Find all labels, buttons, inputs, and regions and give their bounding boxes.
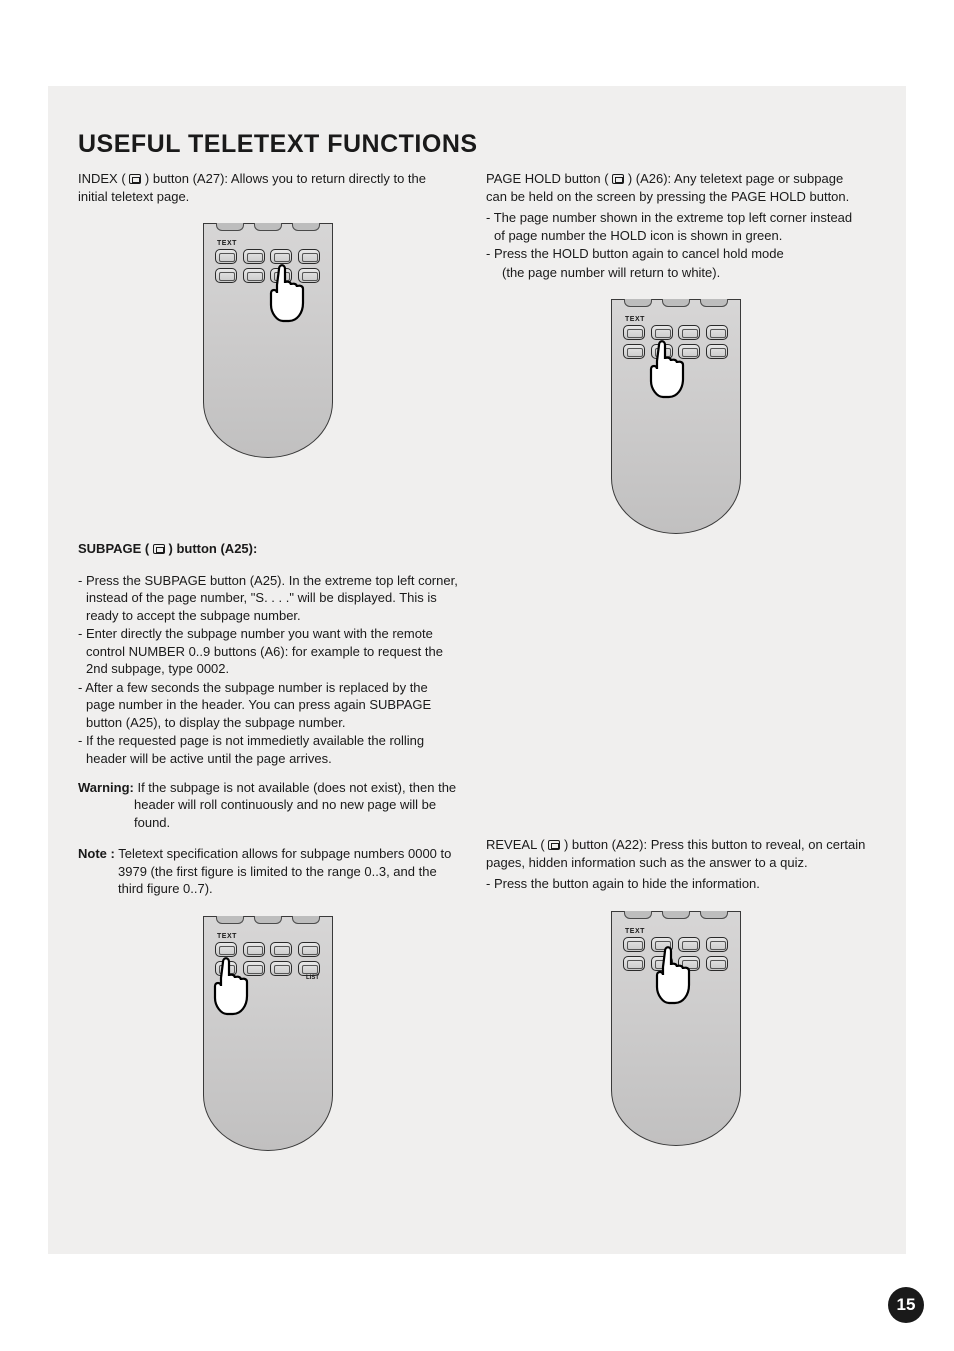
page-hold-b1: - The page number shown in the extreme t… <box>494 209 866 244</box>
note-text: Teletext specification allows for subpag… <box>115 846 452 896</box>
page-title: USEFUL TELETEXT FUNCTIONS <box>78 128 478 162</box>
subpage-note: Note : Teletext specification allows for… <box>78 845 458 898</box>
remote-button <box>270 961 292 976</box>
remote-top-tabs <box>203 916 333 928</box>
top-tab <box>292 223 320 231</box>
page-hold-section: PAGE HOLD button ( ) (A26): Any teletext… <box>486 170 866 534</box>
hand-pointer-icon <box>209 954 261 1019</box>
page-hold-intro: PAGE HOLD button ( ) (A26): Any teletext… <box>486 170 866 205</box>
page-hold-b2: - Press the HOLD button again to cancel … <box>494 245 866 263</box>
remote-illustration-index: TEXT <box>203 223 333 458</box>
remote-top-tabs <box>203 223 333 235</box>
remote-button <box>706 937 728 952</box>
index-text: INDEX ( ) button (A27): Allows you to re… <box>78 170 458 205</box>
hand-pointer-icon <box>645 337 697 402</box>
page-hold-list: - The page number shown in the extreme t… <box>486 209 866 281</box>
remote-button <box>623 344 645 359</box>
remote-button <box>706 325 728 340</box>
remote-top-tabs <box>611 299 741 311</box>
reveal-b1: - Press the button again to hide the inf… <box>486 875 866 893</box>
top-tab <box>662 299 690 307</box>
top-tab <box>662 911 690 919</box>
top-tab <box>254 223 282 231</box>
subpage-b2: - Enter directly the subpage number you … <box>86 625 458 678</box>
warning-label: Warning: <box>78 780 134 795</box>
remote-button <box>215 268 237 283</box>
subpage-b4: - If the requested page is not immedietl… <box>86 732 458 767</box>
remote-button <box>623 956 645 971</box>
top-tab <box>216 916 244 924</box>
remote-text-label: TEXT <box>625 927 645 936</box>
top-tab <box>292 916 320 924</box>
subpage-warning: Warning: If the subpage is not available… <box>78 779 458 832</box>
remote-button <box>623 937 645 952</box>
remote-list-label: LIST <box>306 974 319 982</box>
subpage-heading: SUBPAGE ( ) button (A25): <box>78 540 458 558</box>
subpage-b1: - Press the SUBPAGE button (A25). In the… <box>86 572 458 625</box>
page-number: 15 <box>888 1287 924 1323</box>
remote-button <box>243 268 265 283</box>
remote-illustration-reveal: TEXT <box>611 911 741 1146</box>
remote-button <box>243 249 265 264</box>
index-section: INDEX ( ) button (A27): Allows you to re… <box>78 170 458 458</box>
subpage-section: SUBPAGE ( ) button (A25): - Press the SU… <box>78 540 458 1151</box>
remote-button <box>298 942 320 957</box>
index-text-span: INDEX ( ) button (A27): Allows you to re… <box>78 171 426 204</box>
remote-button <box>706 956 728 971</box>
index-icon <box>129 174 141 184</box>
reveal-section: REVEAL ( ) button (A22): Press this butt… <box>486 836 866 1146</box>
top-tab <box>254 916 282 924</box>
remote-illustration-hold: TEXT <box>611 299 741 534</box>
hand-pointer-icon <box>265 261 317 326</box>
subpage-list: - Press the SUBPAGE button (A25). In the… <box>78 572 458 768</box>
remote-text-label: TEXT <box>625 315 645 324</box>
remote-top-tabs <box>611 911 741 923</box>
top-tab <box>216 223 244 231</box>
reveal-intro: REVEAL ( ) button (A22): Press this butt… <box>486 836 866 871</box>
top-tab <box>700 911 728 919</box>
remote-text-label: TEXT <box>217 932 237 941</box>
top-tab <box>700 299 728 307</box>
remote-button <box>706 344 728 359</box>
top-tab <box>624 911 652 919</box>
note-label: Note : <box>78 846 115 861</box>
subpage-icon <box>153 544 165 554</box>
remote-button <box>623 325 645 340</box>
remote-illustration-subpage: TEXT LIST <box>203 916 333 1151</box>
remote-button <box>270 942 292 957</box>
remote-text-label: TEXT <box>217 239 237 248</box>
page-hold-b2b: (the page number will return to white). <box>494 264 866 282</box>
reveal-icon <box>548 840 560 850</box>
hold-icon <box>612 174 624 184</box>
top-tab <box>624 299 652 307</box>
remote-button <box>215 249 237 264</box>
subpage-b3: - After a few seconds the subpage number… <box>86 679 458 732</box>
warning-text: If the subpage is not available (does no… <box>134 780 456 830</box>
hand-pointer-icon <box>651 943 703 1008</box>
